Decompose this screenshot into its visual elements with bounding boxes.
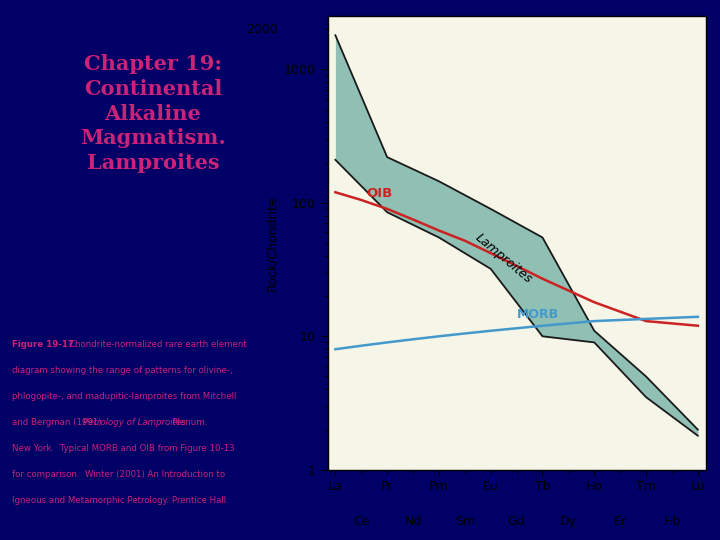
- Text: for comparison.  Winter (2001) An Introduction to: for comparison. Winter (2001) An Introdu…: [12, 470, 225, 479]
- Text: Hb: Hb: [663, 515, 680, 528]
- Text: Chapter 19:
Continental
Alkaline
Magmatism.
Lamproites: Chapter 19: Continental Alkaline Magmati…: [80, 54, 226, 173]
- Y-axis label: Rock/Chondrite: Rock/Chondrite: [266, 195, 279, 291]
- Text: New York.  Typical MORB and OIB from Figure 10-13: New York. Typical MORB and OIB from Figu…: [12, 444, 235, 453]
- Text: Ce: Ce: [353, 515, 369, 528]
- Text: . Plenum.: . Plenum.: [167, 418, 207, 427]
- Text: Sm: Sm: [455, 515, 475, 528]
- Text: Gd: Gd: [508, 515, 526, 528]
- Text: Chondrite-normalized rare earth element: Chondrite-normalized rare earth element: [69, 340, 246, 349]
- Text: Nd: Nd: [405, 515, 422, 528]
- Text: Er: Er: [613, 515, 626, 528]
- Text: Lamproites: Lamproites: [472, 232, 535, 286]
- Text: and Bergman (1991): and Bergman (1991): [12, 418, 104, 427]
- Text: MORB: MORB: [517, 308, 559, 321]
- Text: Figure 19-17.: Figure 19-17.: [12, 340, 84, 349]
- Text: phlogopite-, and madupitic-lamproites from Mitchell: phlogopite-, and madupitic-lamproites fr…: [12, 392, 237, 401]
- Text: Dy: Dy: [560, 515, 577, 528]
- Text: Igneous and Metamorphic Petrology. Prentice Hall.: Igneous and Metamorphic Petrology. Prent…: [12, 496, 229, 505]
- Text: 2000: 2000: [246, 23, 279, 36]
- Text: Petrology of Lamproites: Petrology of Lamproites: [83, 418, 185, 427]
- Text: diagram showing the range of patterns for olivine-,: diagram showing the range of patterns fo…: [12, 366, 233, 375]
- Text: OIB: OIB: [366, 187, 392, 200]
